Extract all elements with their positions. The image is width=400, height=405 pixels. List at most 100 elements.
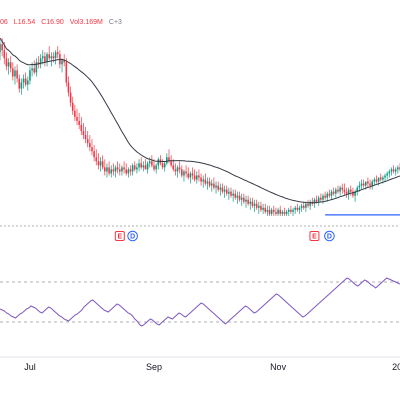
candle-body [183, 171, 185, 176]
dividend-marker[interactable] [324, 230, 335, 242]
candle-body [65, 62, 68, 83]
candle-body [204, 179, 207, 184]
candle-body [225, 189, 228, 194]
candle-body [290, 209, 292, 212]
candle-body [313, 199, 316, 204]
candle-body [388, 171, 391, 174]
candle-body [268, 209, 271, 214]
candle-body [46, 54, 48, 63]
candle-body [305, 203, 307, 208]
candle-body [320, 197, 322, 200]
candle-body [324, 195, 326, 198]
candle-body [292, 209, 294, 212]
candle-body [185, 171, 187, 174]
candle-body [33, 68, 36, 73]
candle-body [187, 173, 190, 178]
candle-body [315, 199, 318, 202]
candle-body [157, 159, 160, 166]
candle-body [50, 56, 53, 59]
candle-body [230, 191, 232, 196]
candle-body [89, 143, 91, 148]
earnings-marker[interactable] [114, 231, 125, 241]
candle-body [367, 181, 369, 184]
candle-body [219, 187, 222, 190]
candle-body [22, 78, 25, 83]
candle-body [84, 135, 87, 140]
candle-body [95, 157, 98, 162]
candle-body [48, 54, 50, 59]
candle-body [223, 189, 226, 192]
candle-body [322, 195, 324, 200]
candle-body [375, 179, 378, 182]
candle-body [356, 187, 359, 192]
candle-body [281, 211, 284, 214]
candle-body [358, 185, 361, 188]
candle-body [0, 44, 1, 53]
candle-body [302, 205, 305, 208]
candle-body [20, 82, 23, 89]
candle-body [371, 181, 373, 186]
candle-body [362, 183, 365, 186]
candle-body [108, 167, 110, 174]
candle-body [170, 161, 172, 166]
candle-body [86, 139, 89, 144]
candle-body [215, 185, 217, 188]
candle-body [24, 78, 27, 85]
candle-body [121, 167, 123, 172]
candle-body [221, 187, 224, 192]
x-tick-label: Sep [146, 362, 162, 372]
candle-body [155, 165, 157, 170]
candle-body [142, 165, 145, 168]
candle-body [166, 157, 168, 164]
candle-body [129, 169, 132, 172]
candle-body [369, 183, 371, 186]
candle-body [317, 197, 320, 202]
x-tick-label: Nov [270, 362, 287, 372]
candle-body [97, 161, 100, 166]
candle-body [335, 189, 337, 194]
candle-body [343, 189, 346, 192]
candle-body [251, 201, 254, 206]
ohlc-legend: 06 L16.54 C16.90 Vol3.169M C+3 [0, 17, 122, 29]
candle-body [148, 161, 151, 164]
candle-body [191, 173, 194, 176]
candle-body [243, 197, 245, 202]
candle-body [354, 191, 356, 196]
candle-body [123, 167, 125, 170]
earnings-marker[interactable] [309, 231, 320, 241]
candle-body [332, 191, 335, 194]
candle-body [118, 169, 121, 172]
candle-body [341, 187, 344, 190]
candle-body [29, 70, 31, 81]
candle-body [3, 50, 6, 59]
candle-body [172, 165, 175, 170]
candle-body [112, 169, 115, 172]
candle-body [140, 163, 142, 168]
candle-body [116, 167, 119, 170]
candle-body [339, 187, 341, 192]
candle-body [80, 124, 83, 132]
candle-body [78, 120, 80, 125]
candle-body [41, 56, 44, 59]
candle-body [234, 193, 237, 198]
candle-body [397, 167, 399, 170]
dividend-marker[interactable] [127, 230, 138, 242]
candle-body [56, 52, 59, 55]
candle-body [91, 147, 93, 152]
candle-body [61, 60, 63, 65]
earnings-marker-label: E [312, 234, 317, 241]
candle-body [27, 80, 29, 85]
candle-body [35, 62, 38, 73]
candle-body [384, 175, 386, 178]
candle-body [206, 181, 209, 184]
candle-body [16, 70, 18, 79]
candle-body [350, 189, 352, 192]
candle-body [326, 193, 329, 198]
candle-body [352, 191, 354, 196]
rsi-line [0, 277, 400, 327]
candle-body [347, 189, 350, 194]
candle-body [345, 191, 348, 194]
candle-body [328, 193, 331, 196]
candle-body [262, 207, 264, 210]
